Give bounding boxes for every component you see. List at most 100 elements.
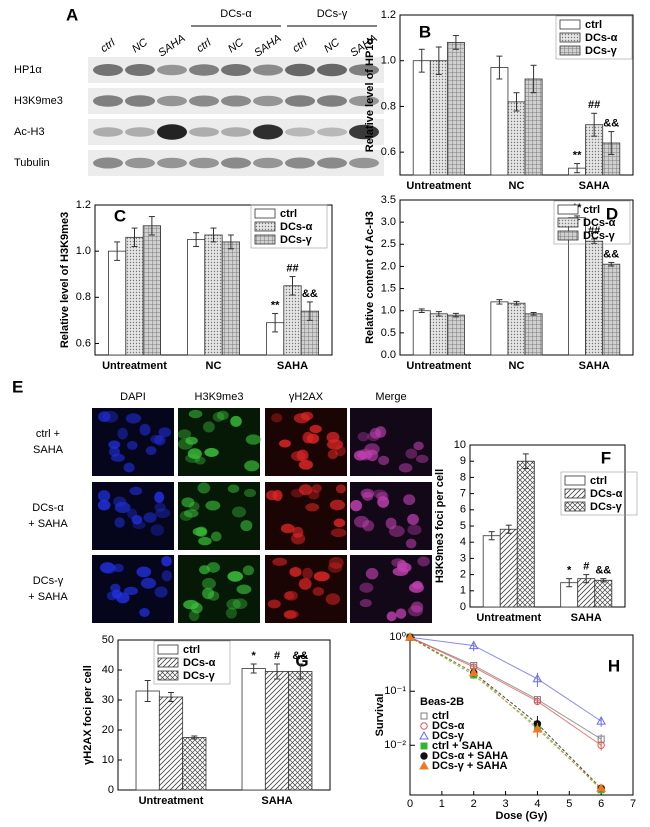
marker bbox=[532, 723, 543, 733]
lane-label: SAHA bbox=[252, 32, 283, 59]
bar bbox=[135, 690, 160, 791]
blot-band bbox=[157, 157, 187, 169]
bar bbox=[446, 42, 465, 176]
nucleus bbox=[227, 484, 240, 493]
nucleus bbox=[143, 512, 157, 523]
blot-band bbox=[317, 157, 347, 169]
nucleus bbox=[372, 489, 387, 499]
plot-frame bbox=[117, 639, 331, 791]
nucleus bbox=[283, 610, 297, 620]
legend-label: DCs-α bbox=[585, 32, 618, 44]
error-bar bbox=[488, 531, 495, 541]
nucleus bbox=[203, 421, 215, 433]
legend-frame bbox=[555, 15, 633, 60]
error-bar bbox=[435, 311, 442, 317]
bar bbox=[585, 240, 604, 356]
legend-label: DCs-γ bbox=[280, 234, 313, 246]
nucleus bbox=[312, 586, 325, 596]
nucleus bbox=[407, 524, 422, 536]
blot-band bbox=[349, 64, 379, 76]
x-tick-label: 5 bbox=[566, 798, 572, 810]
blot-row-label: Tubulin bbox=[14, 157, 50, 169]
error-bar bbox=[114, 241, 121, 261]
bar bbox=[499, 528, 518, 608]
error-bar bbox=[452, 35, 459, 50]
nucleus bbox=[280, 523, 295, 534]
y-tick-label: 10 bbox=[102, 754, 114, 766]
nucleus bbox=[365, 567, 379, 580]
marker bbox=[597, 741, 605, 749]
y-tick-label: 40 bbox=[102, 664, 114, 676]
bar bbox=[264, 671, 290, 791]
blot-band bbox=[189, 157, 219, 169]
legend-label: DCs-γ bbox=[583, 230, 616, 242]
nucleus bbox=[415, 454, 429, 464]
error-bar bbox=[227, 234, 234, 250]
x-tick-label: Untreatment bbox=[476, 612, 541, 624]
x-tick-label: Untreatment bbox=[102, 360, 167, 372]
nucleus bbox=[330, 528, 347, 538]
nucleus bbox=[158, 427, 172, 438]
y-axis-label: Relative level of HP1α bbox=[364, 38, 376, 153]
blot-band bbox=[285, 63, 315, 77]
nucleus bbox=[283, 591, 295, 600]
marker bbox=[420, 742, 428, 750]
nucleus bbox=[114, 517, 125, 528]
error-bar bbox=[608, 131, 615, 155]
legend-swatch bbox=[564, 501, 586, 512]
bar bbox=[490, 301, 509, 356]
nucleus bbox=[289, 566, 302, 578]
nucleus bbox=[227, 571, 244, 582]
nucleus bbox=[305, 503, 320, 512]
blot-band bbox=[349, 124, 379, 140]
blot-band bbox=[93, 95, 123, 107]
significance-mark: ## bbox=[588, 225, 600, 237]
nucleus bbox=[198, 536, 212, 546]
nucleus bbox=[136, 566, 152, 578]
nucleus bbox=[302, 431, 314, 444]
blot-band bbox=[317, 95, 347, 107]
nucleus bbox=[378, 455, 390, 466]
nucleus bbox=[232, 598, 248, 610]
significance-mark: ** bbox=[573, 149, 582, 161]
nucleus bbox=[132, 520, 146, 530]
blot-row-label: Ac-H3 bbox=[14, 126, 45, 138]
nucleus bbox=[328, 556, 344, 569]
lane-label: NC bbox=[322, 36, 342, 55]
error-bar bbox=[530, 64, 537, 94]
panel-letter: F bbox=[601, 448, 611, 467]
nucleus bbox=[202, 587, 215, 600]
legend-label: DCs-α + SAHA bbox=[432, 750, 508, 762]
nucleus bbox=[245, 434, 261, 445]
legend-swatch bbox=[557, 204, 579, 215]
bar bbox=[516, 460, 535, 608]
nucleus bbox=[410, 601, 424, 613]
bar bbox=[187, 239, 206, 356]
y-tick-label: 5 bbox=[460, 520, 466, 532]
x-tick-label: NC bbox=[509, 180, 525, 192]
nucleus bbox=[154, 491, 165, 504]
significance-mark: && bbox=[302, 288, 318, 300]
lane-label: NC bbox=[130, 36, 150, 55]
significance-mark: ## bbox=[588, 99, 600, 111]
blot-band bbox=[93, 64, 123, 76]
blot-band bbox=[125, 64, 155, 76]
panel-letter: D bbox=[606, 204, 618, 223]
legend-label: ctrl bbox=[432, 710, 449, 722]
x-tick-label: 3 bbox=[503, 798, 509, 810]
nucleus bbox=[405, 538, 417, 549]
row-label: + SAHA bbox=[28, 591, 68, 603]
blot-band bbox=[125, 157, 155, 169]
nucleus bbox=[405, 448, 418, 459]
y-tick-label: 1.0 bbox=[381, 55, 396, 67]
y-tick-label: 0.6 bbox=[76, 337, 91, 349]
legend-swatch bbox=[157, 670, 179, 681]
blot-band bbox=[253, 95, 283, 107]
error-bar bbox=[274, 663, 280, 680]
nucleus bbox=[111, 589, 122, 599]
bar bbox=[429, 313, 448, 356]
blot-band bbox=[157, 95, 187, 107]
blot-band bbox=[253, 124, 283, 140]
nucleus bbox=[129, 486, 143, 496]
nucleus bbox=[300, 411, 314, 421]
